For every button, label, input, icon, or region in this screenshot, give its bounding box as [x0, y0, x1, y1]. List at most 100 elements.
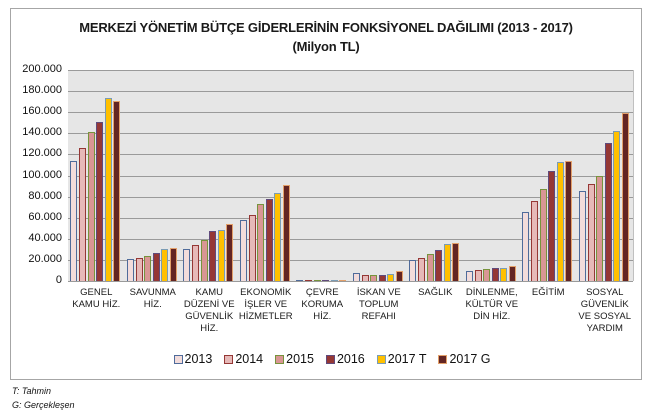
- bar: [96, 122, 104, 281]
- y-tick-label: 100.000: [22, 168, 62, 181]
- bar-group: [181, 70, 238, 281]
- bar: [352, 272, 360, 281]
- y-tick-label: 140.000: [22, 126, 62, 139]
- bar-group: [68, 70, 125, 281]
- bar: [596, 175, 604, 281]
- bar: [587, 183, 595, 281]
- legend-label: 2016: [336, 352, 365, 366]
- legend-swatch-icon: [173, 354, 183, 364]
- bar: [508, 265, 516, 281]
- bar: [282, 185, 290, 281]
- bar: [126, 259, 134, 281]
- bar: [305, 279, 313, 281]
- chart-title-line1: MERKEZİ YÖNETİM BÜTÇE GİDERLERİNİN FONKS…: [79, 20, 573, 35]
- legend-swatch-icon: [224, 354, 234, 364]
- gridline: [68, 70, 633, 71]
- bar: [217, 229, 225, 281]
- bar: [169, 248, 177, 281]
- bar: [104, 97, 112, 281]
- bar: [330, 279, 338, 281]
- bar: [183, 249, 191, 281]
- y-tick-label: 20.000: [28, 252, 62, 265]
- gridline: [68, 91, 633, 93]
- bar: [144, 256, 152, 281]
- bar: [435, 250, 443, 281]
- bar-group: [407, 70, 464, 281]
- bar: [226, 224, 234, 281]
- legend-label: 2017 G: [449, 352, 491, 366]
- bar: [613, 131, 621, 281]
- bar: [161, 249, 169, 281]
- legend-swatch-icon: [325, 354, 335, 364]
- bar: [539, 189, 547, 281]
- x-tick-label: SAVUNMA HİZ.: [129, 287, 176, 310]
- legend-label: 2015: [286, 352, 314, 366]
- gridline: [68, 154, 633, 156]
- bar: [135, 258, 143, 281]
- chart-title: MERKEZİ YÖNETİM BÜTÇE GİDERLERİNİN FONKS…: [10, 18, 642, 56]
- chart-subtitle: (Milyon TL): [292, 39, 360, 54]
- bar: [548, 170, 556, 281]
- legend-swatch-icon: [275, 354, 285, 364]
- gridline: [68, 133, 633, 135]
- gridline: [68, 196, 633, 198]
- bar: [522, 212, 530, 281]
- y-tick-label: 200.000: [22, 63, 62, 75]
- y-tick-label: 0: [55, 274, 62, 286]
- bar: [361, 274, 369, 281]
- bar: [209, 231, 217, 281]
- x-tick-label: KAMU DÜZENİ VE GÜVENLİK HİZ.: [183, 287, 235, 334]
- bar: [296, 279, 304, 281]
- legend-swatch-icon: [376, 354, 386, 364]
- bar: [483, 268, 491, 281]
- bar: [491, 268, 499, 281]
- bar-group: [520, 70, 577, 281]
- note-gerceklesen: G: Gerçekleşen: [12, 400, 75, 410]
- bar: [378, 274, 386, 281]
- bar: [87, 131, 95, 281]
- bar: [370, 274, 378, 281]
- x-axis-labels: GENEL KAMU HİZ. SAVUNMA HİZ. KAMU DÜZENİ VE GÜ…: [68, 287, 633, 347]
- x-tick-label: DİNLENME, KÜLTÜR VE DİN HİZ.: [465, 287, 519, 322]
- bar: [265, 198, 273, 281]
- y-tick-label: 60.000: [28, 210, 62, 223]
- legend-swatch-icon: [438, 354, 448, 364]
- bar: [418, 257, 426, 281]
- bar-group: [125, 70, 182, 281]
- bar: [192, 244, 200, 281]
- y-tick-label: 180.000: [22, 84, 62, 97]
- bar-group: [238, 70, 295, 281]
- bar: [339, 279, 347, 281]
- bar: [70, 160, 78, 281]
- bar: [474, 269, 482, 281]
- gridline: [68, 238, 633, 240]
- bar: [500, 268, 508, 281]
- legend-item: 2014: [224, 352, 263, 366]
- bar-group: [294, 70, 351, 281]
- gridline: [68, 259, 633, 261]
- legend-label: 2013: [184, 352, 213, 366]
- bar: [313, 279, 321, 281]
- bar: [274, 192, 282, 281]
- x-tick-label: GENEL KAMU HİZ.: [72, 287, 121, 310]
- y-tick-label: 160.000: [22, 105, 62, 118]
- bar: [556, 162, 564, 281]
- x-tick-label: İSKAN VE TOPLUM REFAHI: [356, 287, 401, 322]
- y-tick-label: 40.000: [28, 231, 62, 244]
- bar-group: [577, 70, 634, 281]
- x-tick-label: EĞİTİM: [531, 287, 565, 298]
- legend-item: 2013: [173, 352, 213, 366]
- bar: [409, 259, 417, 281]
- legend-label: 2017 T: [387, 352, 427, 366]
- plot-area: [68, 70, 634, 281]
- bar: [604, 142, 612, 281]
- legend-label: 2014: [235, 352, 264, 366]
- bar: [426, 254, 434, 281]
- legend-item: 2016: [325, 352, 365, 366]
- legend-item: 2017 G: [438, 352, 490, 366]
- bar-group: [464, 70, 521, 281]
- x-tick-label: ÇEVRE KORUMA HİZ.: [301, 287, 344, 322]
- bar: [452, 243, 460, 281]
- gridline: [68, 217, 633, 219]
- bar: [387, 274, 395, 281]
